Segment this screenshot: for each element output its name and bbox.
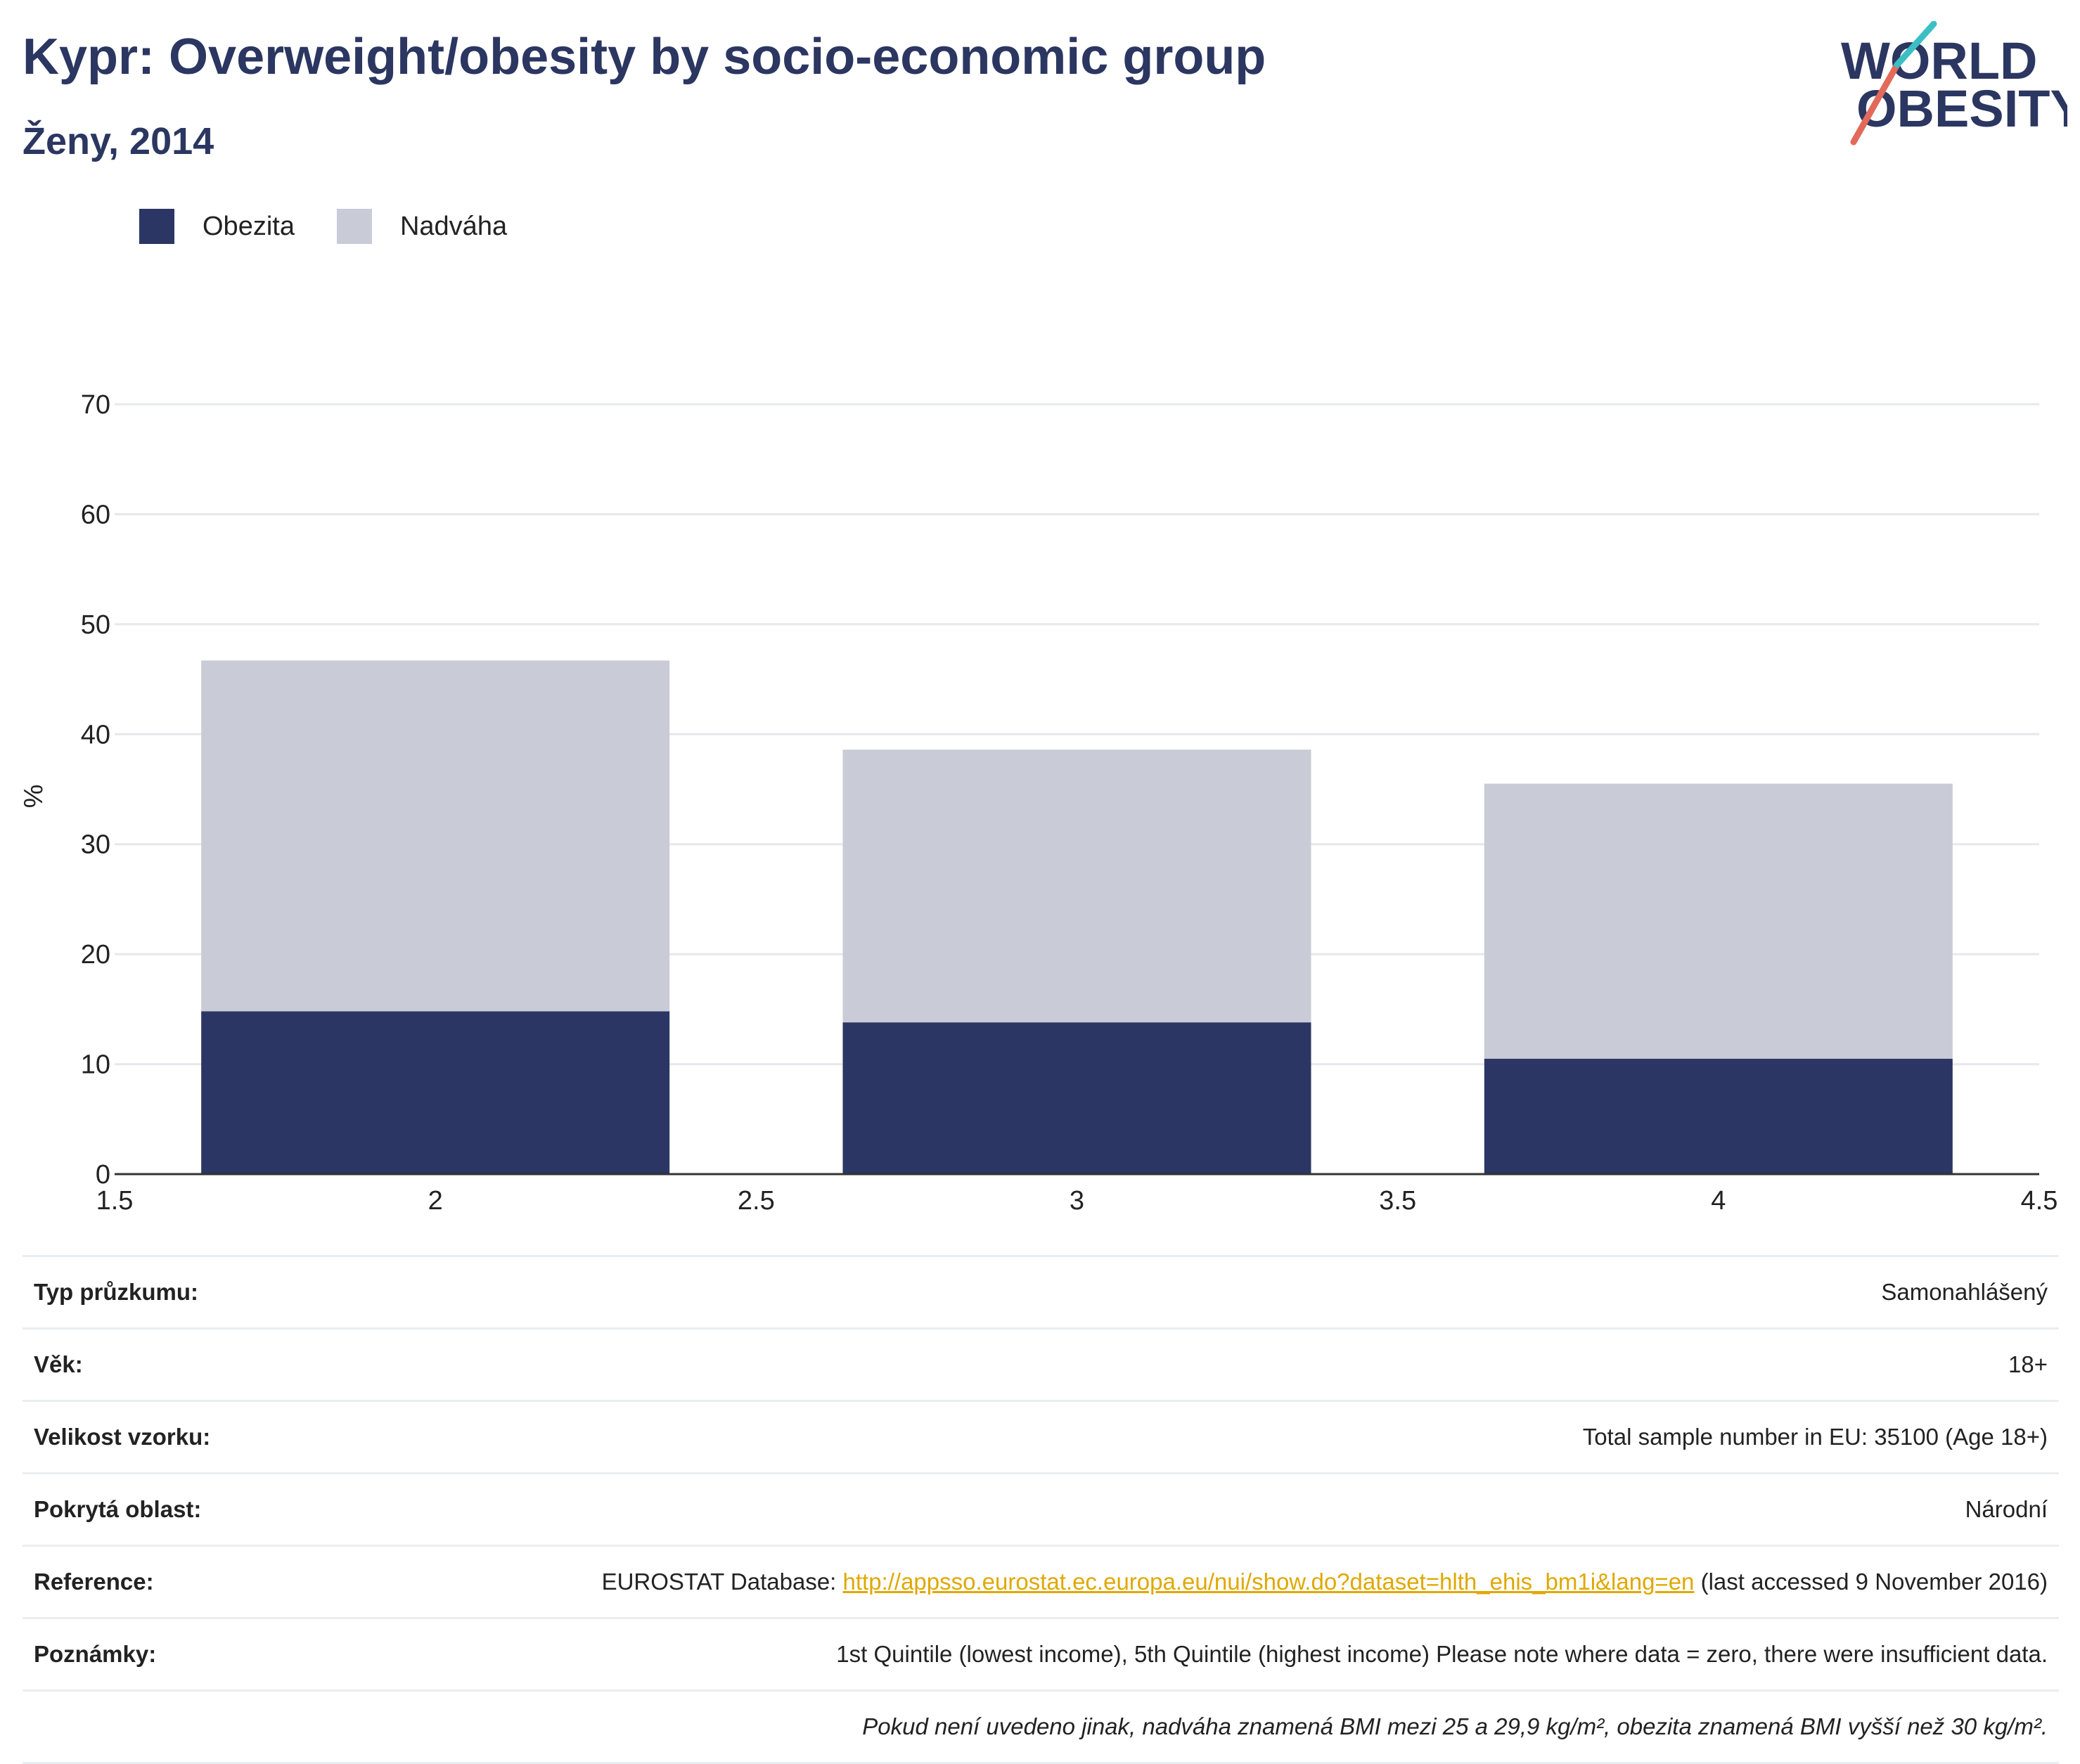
- legend-label-nadvaha: Nadváha: [399, 211, 508, 241]
- x-tick-label: 4.5: [2021, 1186, 2058, 1216]
- info-row-age: Věk: 18+: [23, 1327, 2059, 1400]
- legend-label-obezita: Obezita: [203, 211, 295, 241]
- x-tick-label: 2.5: [738, 1186, 775, 1216]
- bar-nadváha-3[interactable]: [842, 749, 1311, 1023]
- y-axis-ticks: 0 10 20 30 40 50 60 70: [81, 390, 110, 1190]
- reference-value: EUROSTAT Database: http://appsso.eurosta…: [602, 1568, 2048, 1596]
- x-axis-ticks: 1.5 2 2.5 3 3.5 4 4.5: [96, 1186, 2058, 1216]
- sample-value: Total sample number in EU: 35100 (Age 18…: [1582, 1424, 2048, 1450]
- y-tick-label: 20: [81, 940, 110, 970]
- reference-suffix: (last accessed 9 November 2016): [1694, 1569, 2048, 1595]
- survey-type-value: Samonahlášený: [1881, 1279, 2048, 1305]
- y-tick-label: 0: [96, 1160, 110, 1190]
- y-tick-label: 10: [81, 1050, 110, 1080]
- sample-label: Velikost vzorku:: [34, 1424, 211, 1450]
- logo-line-1: WORLD: [1841, 32, 2038, 90]
- info-row-survey-type: Typ průzkumu: Samonahlášený: [23, 1255, 2059, 1327]
- legend-swatch-obezita: [139, 209, 174, 244]
- bmi-note-spacer: [34, 1713, 385, 1741]
- area-label: Pokrytá oblast:: [34, 1496, 202, 1522]
- y-tick-label: 40: [81, 720, 110, 749]
- reference-link[interactable]: http://appsso.eurostat.ec.europa.eu/nui/…: [842, 1569, 1695, 1595]
- legend-item-nadvaha[interactable]: Nadváha: [336, 209, 508, 244]
- info-row-notes: Poznámky: 1st Quintile (lowest income), …: [23, 1617, 2059, 1689]
- notes-value: 1st Quintile (lowest income), 5th Quinti…: [836, 1641, 2048, 1667]
- age-value: 18+: [2008, 1351, 2048, 1377]
- chart-title: Kypr: Overweight/obesity by socio-econom…: [23, 29, 1266, 85]
- logo-slash-teal: [1894, 21, 1937, 68]
- info-row-bmi-note: Pokud není uvedeno jinak, nadváha znamen…: [23, 1689, 2059, 1764]
- survey-type-label: Typ průzkumu:: [34, 1279, 199, 1305]
- logo-line-2: OBESITY: [1856, 79, 2067, 138]
- bar-nadváha-2[interactable]: [201, 660, 670, 1012]
- chart-legend: Obezita Nadváha: [139, 208, 549, 245]
- bar-chart: 0 10 20 30 40 50 60 70 1.5 2 2.5 3 3.5 4 4.5 %: [19, 390, 2058, 1216]
- y-axis-label: %: [19, 785, 49, 809]
- info-row-reference: Reference: EUROSTAT Database: http://app…: [23, 1545, 2059, 1617]
- survey-info-table: Typ průzkumu: Samonahlášený Věk: 18+ Vel…: [23, 1255, 2059, 1764]
- bar-obezita-3[interactable]: [842, 1022, 1311, 1174]
- reference-prefix: EUROSTAT Database:: [601, 1569, 843, 1595]
- bar-obezita-4[interactable]: [1484, 1058, 1953, 1174]
- legend-swatch-nadvaha: [336, 209, 372, 244]
- y-tick-label: 50: [81, 610, 110, 640]
- info-row-area: Pokrytá oblast: Národní: [23, 1472, 2059, 1545]
- x-tick-label: 4: [1711, 1186, 1726, 1216]
- logo-slash-red: [1850, 61, 1901, 146]
- age-label: Věk:: [34, 1351, 83, 1377]
- bar-nadváha-4[interactable]: [1484, 783, 1953, 1059]
- notes-label: Poznámky:: [34, 1641, 157, 1667]
- x-tick-label: 1.5: [96, 1186, 134, 1216]
- y-tick-label: 60: [81, 500, 110, 529]
- bmi-note: Pokud není uvedeno jinak, nadváha znamen…: [862, 1713, 2048, 1739]
- x-tick-label: 2: [428, 1186, 443, 1216]
- bars: [201, 660, 1953, 1174]
- x-tick-label: 3: [1070, 1186, 1084, 1216]
- bar-obezita-2[interactable]: [201, 1011, 670, 1174]
- reference-label: Reference:: [34, 1569, 154, 1595]
- y-tick-label: 30: [81, 830, 110, 860]
- world-obesity-logo: WORLD OBESITY: [1841, 21, 2067, 146]
- chart-subtitle: Ženy, 2014: [23, 120, 214, 162]
- y-tick-label: 70: [81, 390, 110, 420]
- x-tick-label: 3.5: [1379, 1186, 1416, 1216]
- area-value: Národní: [1965, 1496, 2048, 1522]
- info-row-sample: Velikost vzorku: Total sample number in …: [23, 1400, 2059, 1472]
- legend-item-obezita[interactable]: Obezita: [139, 209, 295, 244]
